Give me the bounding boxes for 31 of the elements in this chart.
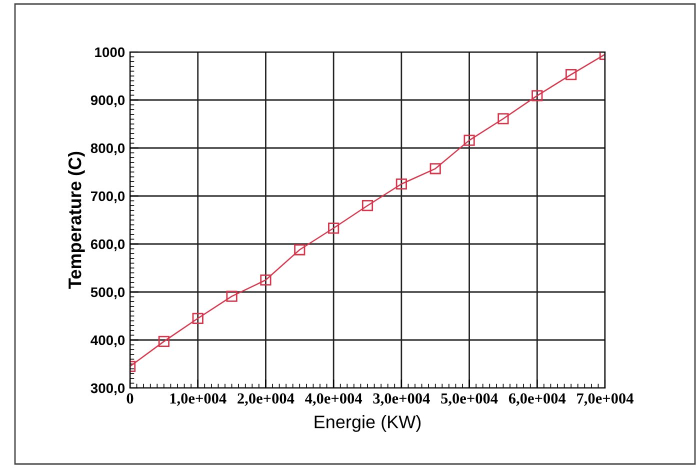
y-tick-label: 700,0 — [90, 191, 125, 204]
point — [226, 290, 238, 302]
y-tick-label: 800,0 — [90, 143, 125, 156]
point — [158, 336, 170, 347]
x-tick-label: 3,0e+004 — [373, 393, 430, 406]
x-axis-title: Energie (KW) — [314, 415, 421, 432]
x-tick-label: 6,0e+004 — [508, 393, 566, 406]
x-tick-label: 0 — [126, 393, 134, 404]
point — [294, 244, 306, 256]
y-axis-title: Temperature (C) — [68, 152, 85, 289]
point — [328, 222, 340, 234]
y-tick-label: 300,0 — [90, 383, 125, 396]
y-tick-label: 500,0 — [90, 287, 125, 300]
point — [192, 312, 204, 324]
point — [464, 134, 475, 146]
y-tick-label: 600,0 — [90, 239, 125, 252]
point — [566, 69, 577, 80]
point — [362, 200, 374, 212]
point — [260, 274, 272, 286]
y-tick-label: 1000 — [95, 47, 125, 58]
point — [396, 178, 407, 190]
x-tick-label: 7,0e+004 — [577, 393, 634, 406]
x-tick-label: 4,0e+004 — [305, 393, 362, 406]
y-tick-label: 900,0 — [90, 95, 125, 108]
x-tick-label: 2,0e+004 — [238, 393, 294, 406]
point — [498, 113, 509, 124]
x-tick-label: 1,0e+004 — [170, 393, 226, 406]
point — [430, 163, 441, 174]
y-tick-label: 400,0 — [90, 335, 125, 348]
point — [532, 90, 543, 102]
x-tick-label: 5,0e+004 — [441, 393, 498, 406]
